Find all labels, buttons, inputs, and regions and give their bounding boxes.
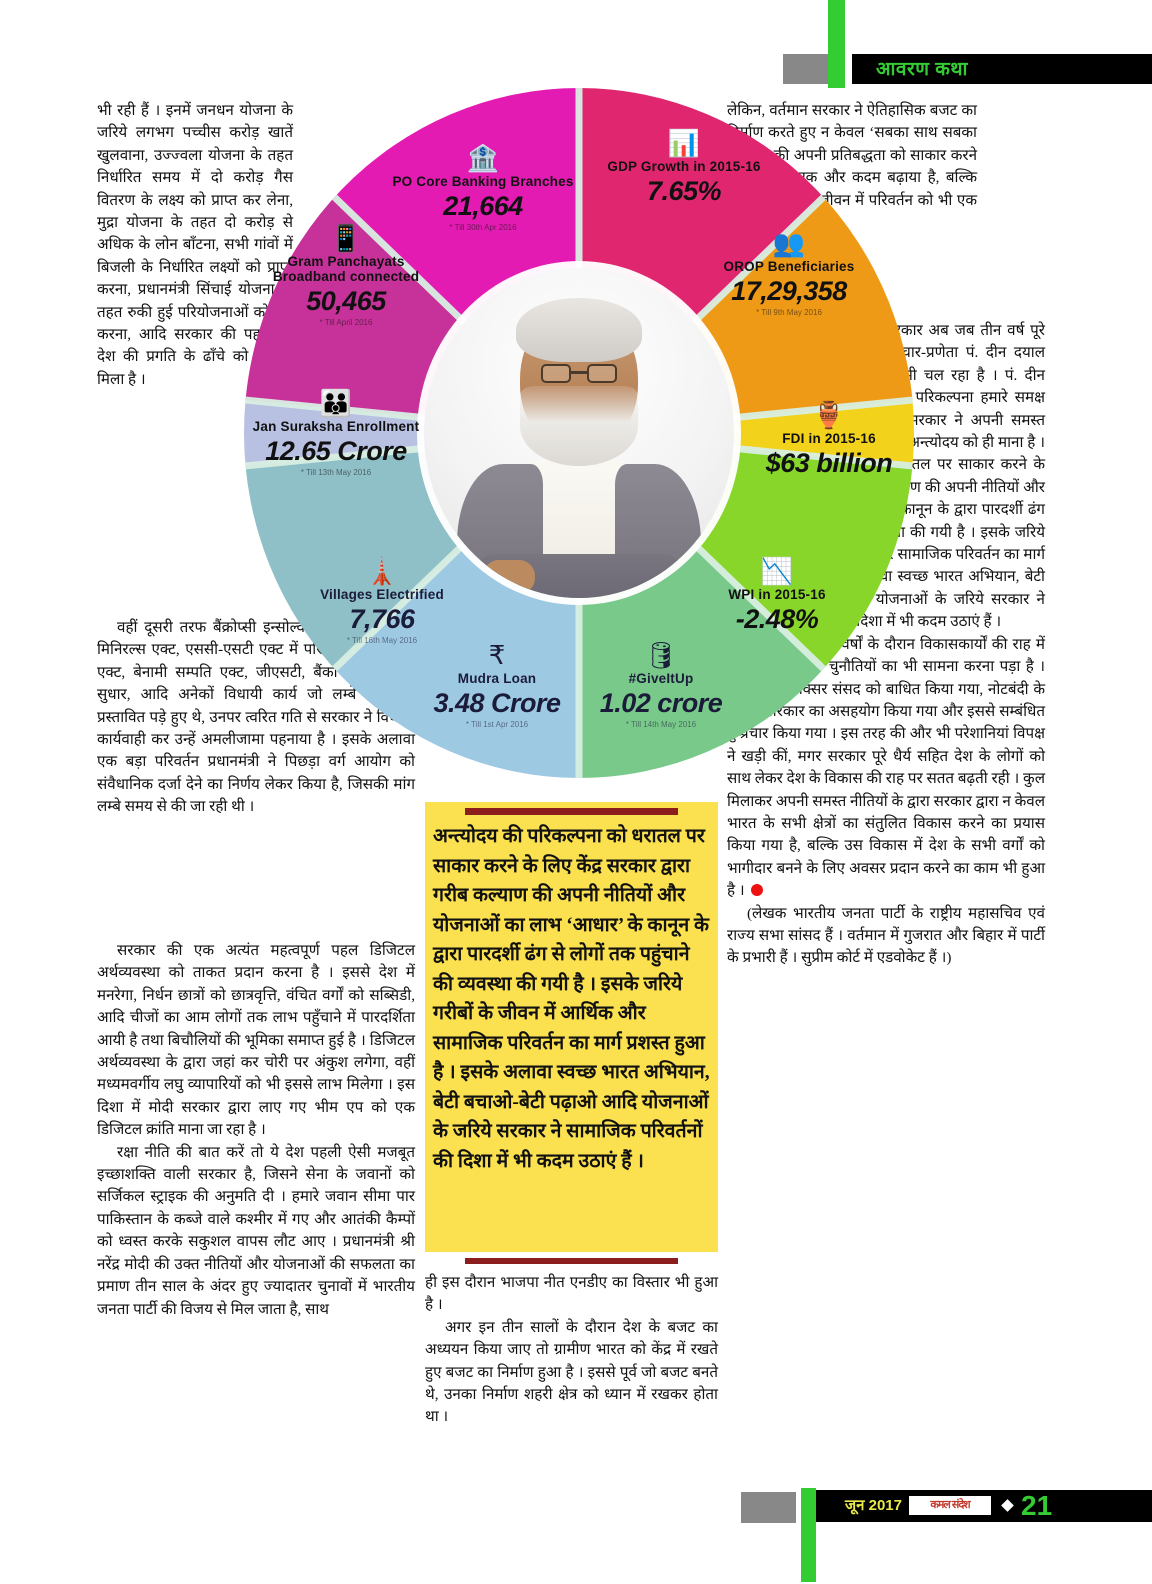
paragraph-left-4: रक्षा नीति की बात करें तो ये देश पहली ऐस… xyxy=(97,1143,415,1318)
paragraph-right-3: हालांकि इन तीन वर्षों के दौरान विकासकार्… xyxy=(727,634,1045,903)
left-column-top: भी रही हैं । इनमें जनधन योजना के जरिये ल… xyxy=(97,100,293,391)
section-title: आवरण कथा xyxy=(876,59,968,80)
header-black-band xyxy=(852,54,1152,84)
footer-green-bar xyxy=(801,1488,816,1582)
portrait-glasses-bridge xyxy=(571,371,587,374)
portrait-hand xyxy=(483,560,535,594)
achievements-wheel-infographic: 🏦 PO Core Banking Branches 21,664 * Till… xyxy=(239,88,919,788)
slice-orop xyxy=(579,388,914,478)
pull-quote-box xyxy=(425,802,718,1252)
left-column-footer: ही इस दौरान भाजपा नीत एनडीए का विस्तार भ… xyxy=(425,1272,718,1429)
pull-quote-rule-top xyxy=(465,808,678,815)
slice-villages-electrified xyxy=(244,388,579,478)
footer-page-number: 21 xyxy=(1021,1490,1053,1521)
paragraph-right-3-text: हालांकि इन तीन वर्षों के दौरान विकासकार्… xyxy=(727,635,1045,900)
header-grey-block xyxy=(783,54,835,84)
pull-quote-rule-bottom xyxy=(465,1258,678,1264)
paragraph-left-1: भी रही हैं । इनमें जनधन योजना के जरिये ल… xyxy=(97,102,293,388)
paragraph-left-3: सरकार की एक अत्यंत महत्वपूर्ण पहल डिजिटल… xyxy=(97,942,415,1139)
footer-magazine-logo: कमल संदेश xyxy=(909,1496,991,1515)
pull-quote-text: अन्त्योदय की परिकल्पना को धरातल पर साकार… xyxy=(433,826,710,1172)
portrait-beard xyxy=(520,386,638,466)
paragraph-right-4: (लेखक भारतीय जनता पार्टी के राष्ट्रीय मह… xyxy=(727,904,1045,967)
footer-issue-month: जून 2017 xyxy=(845,1497,902,1514)
left-column-bottom: सरकार की एक अत्यंत महत्वपूर्ण पहल डिजिटल… xyxy=(97,940,415,1321)
header-green-bar xyxy=(828,0,845,88)
end-of-article-dot xyxy=(750,884,763,897)
paragraph-left-6: अगर इन तीन सालों के दौरान देश के बजट का … xyxy=(425,1318,718,1426)
prime-minister-portrait xyxy=(424,268,734,598)
portrait-glasses-left xyxy=(541,364,571,383)
portrait-hair xyxy=(516,298,642,362)
portrait-glasses-right xyxy=(587,364,617,383)
footer-grey-block xyxy=(741,1492,796,1523)
paragraph-left-5: ही इस दौरान भाजपा नीत एनडीए का विस्तार भ… xyxy=(425,1274,718,1314)
